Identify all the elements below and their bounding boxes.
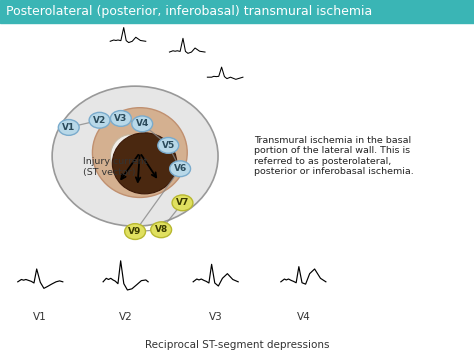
Circle shape	[151, 222, 172, 238]
Ellipse shape	[112, 133, 177, 194]
Text: V3: V3	[114, 114, 128, 123]
Text: V6: V6	[173, 164, 187, 173]
Text: V7: V7	[176, 198, 189, 208]
Circle shape	[58, 120, 79, 135]
Text: V9: V9	[128, 227, 142, 236]
Text: V2: V2	[118, 312, 133, 322]
Text: V3: V3	[209, 312, 223, 322]
Text: V8: V8	[155, 225, 168, 234]
Circle shape	[89, 112, 110, 128]
Text: Transmural ischemia in the basal
portion of the lateral wall. This is
referred t: Transmural ischemia in the basal portion…	[254, 136, 413, 176]
Text: V2: V2	[93, 116, 106, 125]
Text: V5: V5	[162, 141, 175, 150]
Text: V4: V4	[136, 119, 149, 129]
Text: Reciprocal ST-segment depressions: Reciprocal ST-segment depressions	[145, 340, 329, 350]
Text: Posterolateral (posterior, inferobasal) transmural ischemia: Posterolateral (posterior, inferobasal) …	[6, 5, 372, 18]
FancyBboxPatch shape	[0, 0, 474, 23]
Ellipse shape	[110, 135, 150, 178]
Circle shape	[158, 137, 179, 153]
Ellipse shape	[52, 86, 218, 226]
Text: V1: V1	[33, 312, 47, 322]
Text: Injury current
(ST vector): Injury current (ST vector)	[83, 157, 147, 177]
Circle shape	[170, 161, 191, 177]
Circle shape	[110, 111, 131, 126]
Ellipse shape	[92, 108, 187, 197]
Circle shape	[172, 195, 193, 211]
Circle shape	[132, 116, 153, 132]
Text: V1: V1	[62, 123, 75, 132]
Circle shape	[125, 224, 146, 239]
Text: V4: V4	[296, 312, 310, 322]
